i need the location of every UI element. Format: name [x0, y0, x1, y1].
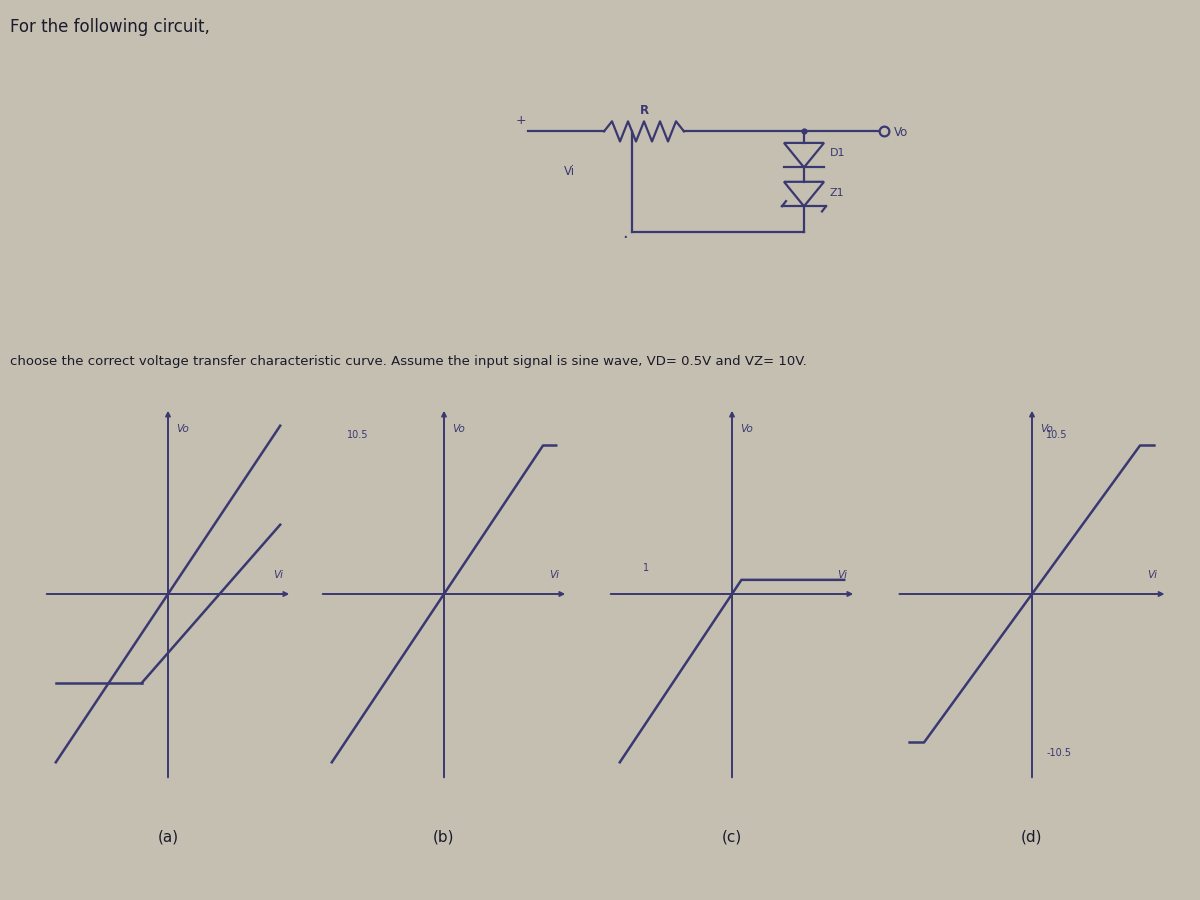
Text: Vi: Vi — [550, 571, 559, 580]
Text: Vo: Vo — [894, 126, 908, 139]
Text: (c): (c) — [722, 830, 742, 844]
Text: 10.5: 10.5 — [1046, 430, 1068, 440]
Text: Vi: Vi — [564, 165, 575, 177]
Text: Vo: Vo — [452, 424, 464, 434]
Text: Vo: Vo — [1040, 424, 1054, 434]
Text: -10.5: -10.5 — [1046, 748, 1072, 758]
Text: (d): (d) — [1021, 830, 1043, 844]
Text: (b): (b) — [433, 830, 455, 844]
Text: +: + — [516, 114, 527, 127]
Text: Vi: Vi — [838, 571, 847, 580]
Text: 10.5: 10.5 — [348, 430, 368, 440]
Text: Z1: Z1 — [830, 188, 845, 198]
Text: Vo: Vo — [740, 424, 752, 434]
Text: Vi: Vi — [274, 571, 283, 580]
Text: 1: 1 — [643, 562, 649, 572]
Text: D1: D1 — [830, 148, 846, 157]
Text: For the following circuit,: For the following circuit, — [10, 17, 210, 35]
Text: (a): (a) — [157, 830, 179, 844]
Text: .: . — [622, 224, 628, 242]
Text: R: R — [640, 104, 648, 117]
Text: Vo: Vo — [176, 424, 188, 434]
Text: choose the correct voltage transfer characteristic curve. Assume the input signa: choose the correct voltage transfer char… — [10, 355, 806, 367]
Text: Vi: Vi — [1147, 571, 1157, 580]
